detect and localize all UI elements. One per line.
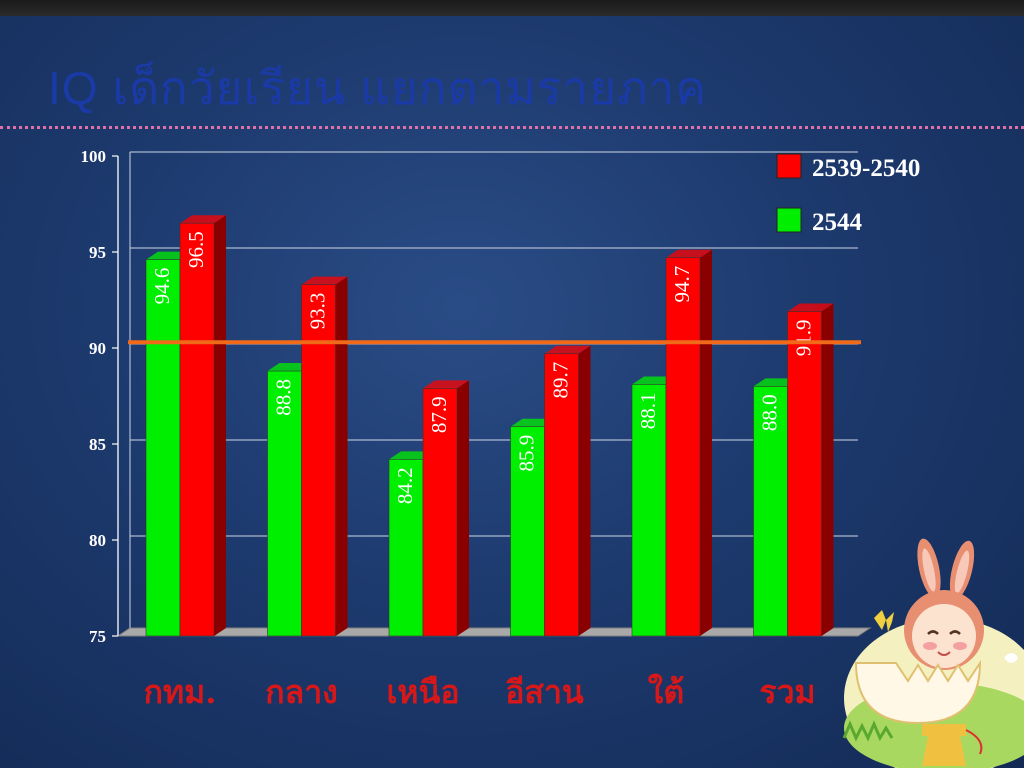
title-divider xyxy=(0,126,1024,129)
bar-top xyxy=(544,345,591,354)
bar xyxy=(544,353,579,637)
bar-side xyxy=(457,380,469,636)
bar xyxy=(665,257,701,637)
legend-label: 2539-2540 xyxy=(812,155,920,182)
data-label: 91.9 xyxy=(792,320,816,357)
y-axis: 75 80 85 90 95 100 xyxy=(81,147,131,646)
bar-side xyxy=(578,345,591,636)
bar-2539-2540-5: 91.9 xyxy=(787,303,834,637)
bunny-mascot-illustration xyxy=(842,538,1024,768)
data-label: 88.8 xyxy=(272,379,296,416)
bar-top xyxy=(301,276,348,285)
slide-title: IQ เด็กวัยเรียน แยกตามรายภาค xyxy=(48,62,708,114)
x-category-label: ใต้ xyxy=(648,673,684,711)
bar-2539-2540-4: 94.7 xyxy=(665,249,712,637)
x-category-label: อีสาน xyxy=(505,673,584,711)
y-tick-label: 95 xyxy=(89,243,106,262)
bar-top xyxy=(666,249,712,258)
data-label: 85.9 xyxy=(515,435,539,472)
x-category-label: รวม xyxy=(759,673,815,711)
bar-side xyxy=(821,303,834,636)
bar xyxy=(510,426,545,637)
bar-top xyxy=(180,215,226,224)
y-tick-label: 75 xyxy=(89,627,106,646)
data-label: 88.0 xyxy=(758,394,782,431)
x-category-label: กทม. xyxy=(144,673,217,711)
data-label: 93.3 xyxy=(306,293,330,330)
legend-swatch xyxy=(776,153,802,179)
data-label: 94.6 xyxy=(150,268,174,305)
bar-2539-2540-3: 89.7 xyxy=(544,345,591,637)
legend: 2539-2540 2544 xyxy=(776,153,920,236)
x-category-label: เหนือ xyxy=(386,673,459,711)
data-label: 87.9 xyxy=(427,396,451,433)
data-label: 96.5 xyxy=(184,231,208,268)
y-tick-label: 85 xyxy=(89,435,106,454)
bar-top xyxy=(423,380,469,389)
data-label: 89.7 xyxy=(549,362,573,399)
bar-2539-2540-1: 93.3 xyxy=(301,276,348,637)
bar-side xyxy=(214,215,226,636)
bar xyxy=(301,284,336,637)
category-labels: กทม. กลาง เหนือ อีสาน ใต้ รวม xyxy=(144,673,816,711)
bar xyxy=(631,384,667,637)
top-bar xyxy=(0,0,1024,16)
bar xyxy=(179,222,215,637)
legend-swatch xyxy=(776,207,802,233)
bar xyxy=(787,311,822,637)
bar-side xyxy=(335,276,348,636)
y-tick-label: 100 xyxy=(81,147,107,166)
data-label: 88.1 xyxy=(636,392,660,429)
y-tick-label: 90 xyxy=(89,339,106,358)
bars: 94.6 96.5 88.8 93.3 84.2 87.9 85.9 89.7 88.1 94.7… xyxy=(145,215,834,637)
bar xyxy=(388,459,424,637)
bar xyxy=(267,370,302,637)
y-tick-label: 80 xyxy=(89,531,106,550)
bar-2539-2540-2: 87.9 xyxy=(422,380,469,637)
data-label: 94.7 xyxy=(670,266,694,303)
legend-label: 2544 xyxy=(812,209,863,236)
bar xyxy=(753,386,788,637)
bar-side xyxy=(700,249,712,636)
x-category-label: กลาง xyxy=(265,673,338,711)
bar xyxy=(422,388,458,637)
data-label: 84.2 xyxy=(393,467,417,504)
bar xyxy=(145,259,181,637)
bar-2539-2540-0: 96.5 xyxy=(179,215,226,637)
bar-top xyxy=(787,303,834,312)
